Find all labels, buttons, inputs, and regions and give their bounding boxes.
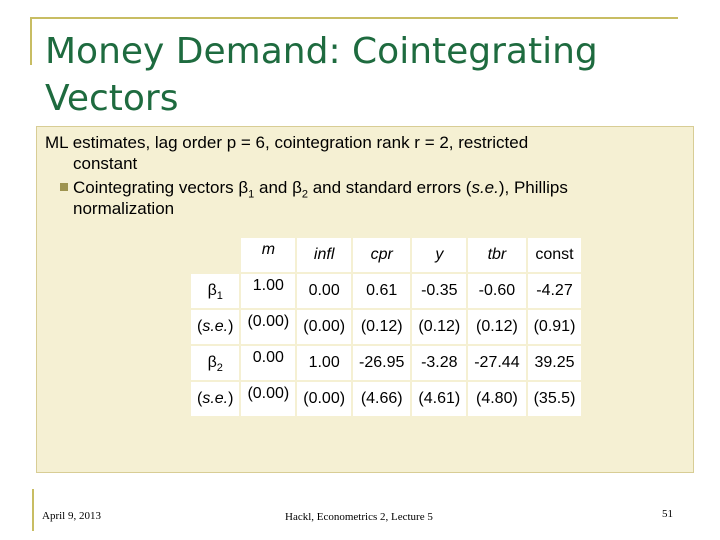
intro-text: ML estimates, lag order p = 6, cointegra…	[45, 132, 685, 174]
table-cell: (0.00)	[296, 309, 354, 346]
intro-line-1: ML estimates, lag order p = 6, cointegra…	[45, 133, 529, 152]
table-header-cell: const	[526, 238, 582, 274]
row-label-beta2: β2	[191, 345, 242, 382]
table-cell: -4.27	[526, 273, 582, 310]
table-cell: (0.12)	[467, 309, 528, 346]
table-cell: (0.00)	[240, 309, 298, 346]
table-cell: -26.95	[352, 345, 413, 382]
bullet-italic: s.e.	[471, 178, 499, 197]
table-cell: (4.80)	[467, 381, 528, 416]
intro-line-2: constant	[73, 154, 138, 173]
table-cell: 0.00	[296, 273, 354, 310]
table-row: β2 0.00 1.00 -26.95 -3.28 -27.44 39.25	[191, 345, 582, 382]
slide-title: Money Demand: Cointegrating Vectors	[45, 31, 598, 119]
table-cell: (4.66)	[352, 381, 413, 416]
content-box: ML estimates, lag order p = 6, cointegra…	[36, 126, 694, 473]
bullet-mid: and β	[254, 178, 302, 197]
table-cell: (4.61)	[411, 381, 469, 416]
table-cell: (0.91)	[526, 309, 582, 346]
bullet-sub-1: 1	[248, 188, 255, 201]
table-cell: -0.35	[411, 273, 469, 310]
footer-course: Hackl, Econometrics 2, Lecture 5	[285, 511, 433, 523]
row-label-beta1: β1	[191, 273, 242, 310]
bullet-pre: Cointegrating vectors β	[73, 178, 249, 197]
bullet-post-2: ), Phillips	[498, 178, 568, 197]
footer-date: April 9, 2013	[42, 510, 101, 522]
table-corner	[191, 238, 242, 274]
table-cell: (35.5)	[533, 390, 576, 407]
estimates-table: m infl cpr y tbr const β1 1.00 0.00 0.61…	[191, 238, 582, 416]
table-cell: -3.28	[411, 345, 469, 382]
table-cell: 0.61	[352, 273, 413, 310]
table-header-row: m infl cpr y tbr const	[191, 238, 582, 274]
table-cell: 39.25	[526, 345, 582, 382]
table-cell: (0.00)	[296, 381, 354, 416]
row-label-se: (s.e.)	[191, 381, 242, 416]
table-header-cell: m	[240, 238, 298, 274]
table-header-cell: tbr	[467, 238, 528, 274]
table-header-cell: y	[411, 238, 469, 274]
table-row: (s.e.) (0.00) (0.00) (4.66) (4.61) (4.80…	[191, 381, 581, 416]
left-rule	[30, 17, 32, 65]
bullet-line-2: normalization	[73, 199, 175, 218]
table-cell: 1.00	[296, 345, 354, 382]
top-rule	[32, 17, 678, 19]
table-cell: (0.12)	[411, 309, 469, 346]
row-label-se: (s.e.)	[191, 309, 242, 346]
table-cell: (0.00)	[240, 381, 298, 416]
bullet-item: Cointegrating vectors β1 and β2 and stan…	[45, 177, 685, 219]
page-number: 51	[662, 508, 673, 520]
table-cell: -0.60	[467, 273, 528, 310]
table-cell: (0.12)	[352, 309, 413, 346]
table-cell: 0.00	[240, 345, 298, 382]
bullet-sub-2: 2	[301, 188, 308, 201]
table-cell: -27.44	[467, 345, 528, 382]
bullet-line-1: Cointegrating vectors β1 and β2 and stan…	[45, 177, 685, 201]
table-cell: 1.00	[240, 273, 298, 310]
bullet-post-1: and standard errors (	[307, 178, 472, 197]
table-row: (s.e.) (0.00) (0.00) (0.12) (0.12) (0.12…	[191, 309, 582, 346]
bullet-square-icon	[60, 183, 68, 191]
footer-rule	[32, 489, 34, 531]
table-header-cell: cpr	[352, 238, 413, 274]
table-header-cell: infl	[296, 238, 354, 274]
table-row: β1 1.00 0.00 0.61 -0.35 -0.60 -4.27	[191, 273, 582, 310]
